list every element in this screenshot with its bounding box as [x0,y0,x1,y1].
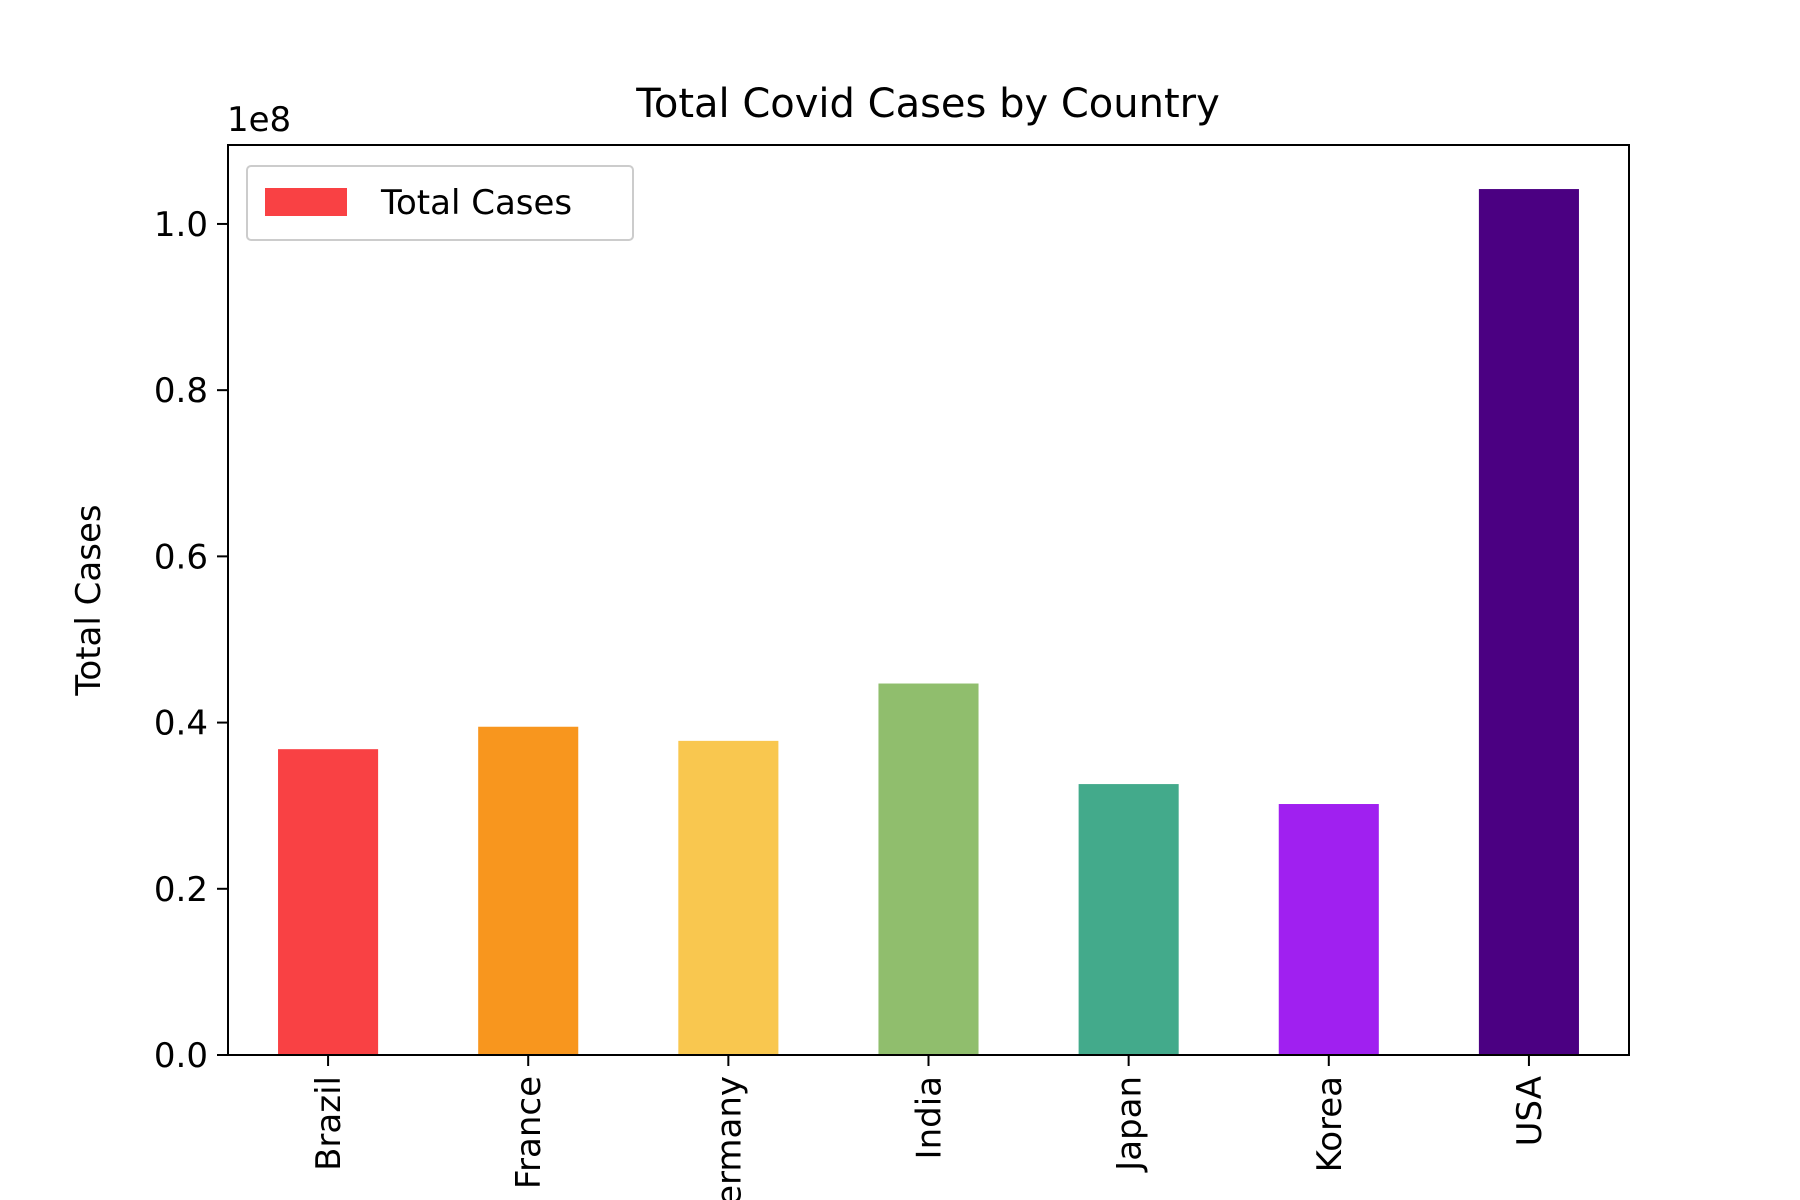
chart-title: Total Covid Cases by Country [635,81,1220,127]
bar-france [478,726,579,1055]
y-axis: 0.0 0.2 0.4 0.6 0.8 1.0 [154,205,228,1076]
x-tick-label-india: India [910,1076,950,1159]
legend-label: Total Cases [380,183,572,223]
legend: Total Cases [246,165,634,241]
bar-brazil [278,749,379,1055]
x-tick-label-france: France [509,1076,549,1189]
y-tick-label: 1.0 [154,205,208,245]
y-scale-label: 1e8 [227,100,291,140]
x-tick-label-usa: USA [1510,1076,1550,1146]
y-tick-label: 0.6 [154,537,208,577]
bar-germany [678,740,779,1055]
x-tick-label-korea: Korea [1310,1076,1350,1172]
y-tick-label: 0.0 [154,1036,208,1076]
x-axis: Brazil France Germany India Japan Korea USA [309,1055,1550,1200]
bar-usa [1478,189,1579,1056]
y-tick-label: 0.8 [154,371,208,411]
bar-japan [1078,784,1179,1055]
legend-swatch [265,188,347,216]
x-tick-label-japan: Japan [1110,1076,1150,1173]
legend-box [246,165,634,241]
y-axis-label: Total Cases [69,504,109,696]
bar-india [878,683,979,1055]
y-tick-label: 0.2 [154,870,208,910]
x-tick-label-germany: Germany [709,1076,749,1200]
x-tick-label-brazil: Brazil [309,1076,349,1171]
bars-layer [278,189,1579,1056]
bar-korea [1278,804,1379,1055]
y-tick-label: 0.4 [154,704,208,744]
